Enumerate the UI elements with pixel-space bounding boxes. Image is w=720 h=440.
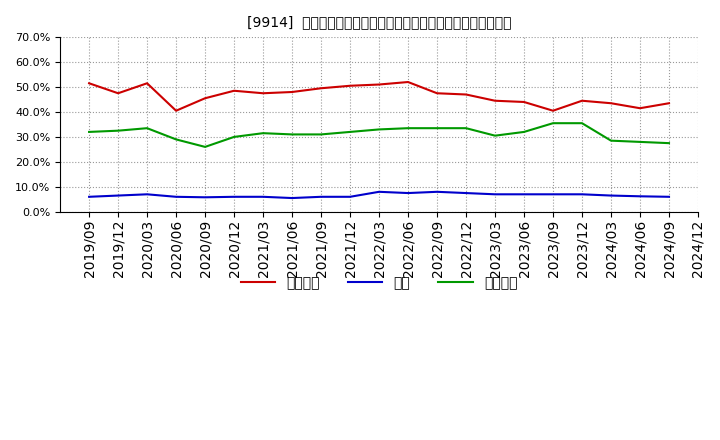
在庫 — [374, 189, 383, 194]
在庫 — [404, 191, 413, 196]
買入債務 — [636, 139, 644, 145]
買入債務 — [549, 121, 557, 126]
買入債務 — [346, 129, 354, 135]
在庫 — [491, 192, 500, 197]
在庫 — [607, 193, 616, 198]
売上債権 — [288, 89, 297, 95]
売上債権 — [85, 81, 94, 86]
在庫 — [288, 195, 297, 201]
買入債務 — [201, 144, 210, 150]
売上債権 — [636, 106, 644, 111]
売上債権 — [520, 99, 528, 105]
売上債権 — [230, 88, 238, 93]
買入債務 — [317, 132, 325, 137]
売上債権 — [665, 101, 673, 106]
在庫 — [317, 194, 325, 199]
在庫 — [636, 194, 644, 199]
売上債権 — [201, 95, 210, 101]
買入債務 — [143, 125, 151, 131]
売上債権 — [143, 81, 151, 86]
売上債権 — [462, 92, 470, 97]
在庫 — [462, 191, 470, 196]
売上債権 — [433, 91, 441, 96]
売上債権 — [607, 101, 616, 106]
売上債権 — [577, 98, 586, 103]
買入債務 — [374, 127, 383, 132]
在庫 — [114, 193, 122, 198]
在庫 — [258, 194, 267, 199]
在庫 — [433, 189, 441, 194]
在庫 — [85, 194, 94, 199]
Title: [9914]  売上債権、在庫、買入債務の総資産に対する比率の推移: [9914] 売上債権、在庫、買入債務の総資産に対する比率の推移 — [247, 15, 511, 29]
買入債務 — [491, 133, 500, 138]
在庫 — [577, 192, 586, 197]
在庫 — [172, 194, 181, 199]
売上債権 — [114, 91, 122, 96]
買入債務 — [520, 129, 528, 135]
売上債権 — [346, 83, 354, 88]
売上債権 — [549, 108, 557, 114]
在庫 — [143, 192, 151, 197]
買入債務 — [577, 121, 586, 126]
在庫 — [520, 192, 528, 197]
売上債権 — [258, 91, 267, 96]
買入債務 — [288, 132, 297, 137]
Line: 買入債務: 買入債務 — [89, 123, 669, 147]
在庫 — [230, 194, 238, 199]
売上債権 — [374, 82, 383, 87]
買入債務 — [433, 125, 441, 131]
売上債権 — [317, 86, 325, 91]
Line: 売上債権: 売上債権 — [89, 82, 669, 111]
買入債務 — [230, 134, 238, 139]
Legend: 売上債権, 在庫, 買入債務: 売上債権, 在庫, 買入債務 — [235, 271, 523, 296]
在庫 — [665, 194, 673, 199]
在庫 — [549, 192, 557, 197]
買入債務 — [258, 131, 267, 136]
買入債務 — [404, 125, 413, 131]
買入債務 — [462, 125, 470, 131]
在庫 — [201, 194, 210, 200]
売上債権 — [172, 108, 181, 114]
買入債務 — [665, 140, 673, 146]
売上債権 — [404, 79, 413, 84]
買入債務 — [172, 137, 181, 142]
買入債務 — [607, 138, 616, 143]
買入債務 — [114, 128, 122, 133]
Line: 在庫: 在庫 — [89, 192, 669, 198]
買入債務 — [85, 129, 94, 135]
在庫 — [346, 194, 354, 199]
売上債権 — [491, 98, 500, 103]
